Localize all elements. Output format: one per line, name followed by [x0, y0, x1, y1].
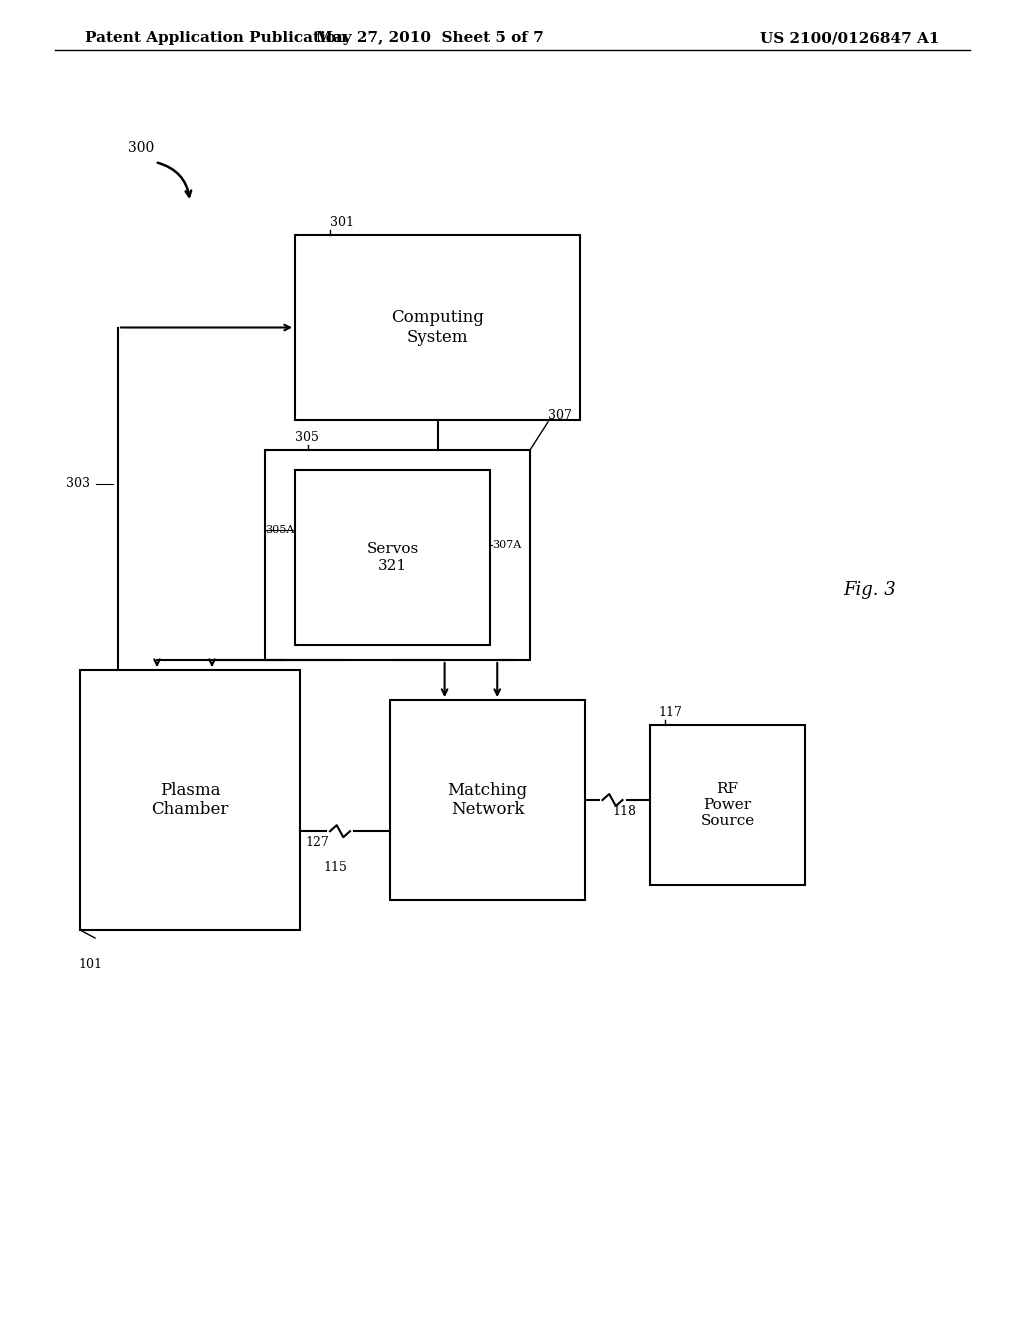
- Bar: [295, 470, 490, 645]
- Text: 118: 118: [612, 805, 637, 818]
- Text: Fig. 3: Fig. 3: [844, 581, 896, 599]
- Text: 115: 115: [323, 861, 347, 874]
- Text: US 2100/0126847 A1: US 2100/0126847 A1: [761, 30, 940, 45]
- Text: 307A: 307A: [492, 540, 521, 549]
- Text: 305A: 305A: [265, 525, 294, 535]
- Bar: [265, 450, 530, 660]
- Bar: [650, 725, 805, 884]
- Text: RF
Power
Source: RF Power Source: [700, 781, 755, 828]
- Text: 101: 101: [78, 958, 102, 972]
- Text: 300: 300: [128, 141, 155, 154]
- Text: 127: 127: [305, 836, 329, 849]
- Text: Patent Application Publication: Patent Application Publication: [85, 30, 347, 45]
- Text: 305: 305: [295, 432, 318, 444]
- Text: Plasma
Chamber: Plasma Chamber: [152, 781, 228, 818]
- Bar: [80, 671, 300, 931]
- Text: 307: 307: [548, 409, 571, 422]
- Text: 117: 117: [658, 706, 682, 719]
- Text: Computing
System: Computing System: [391, 309, 484, 346]
- Text: Matching
Network: Matching Network: [447, 781, 527, 818]
- Text: 303: 303: [66, 478, 90, 490]
- Bar: [390, 700, 585, 900]
- Bar: [295, 235, 580, 420]
- Text: Servos
321: Servos 321: [367, 543, 419, 573]
- Text: May 27, 2010  Sheet 5 of 7: May 27, 2010 Sheet 5 of 7: [316, 30, 544, 45]
- Text: 301: 301: [330, 216, 354, 228]
